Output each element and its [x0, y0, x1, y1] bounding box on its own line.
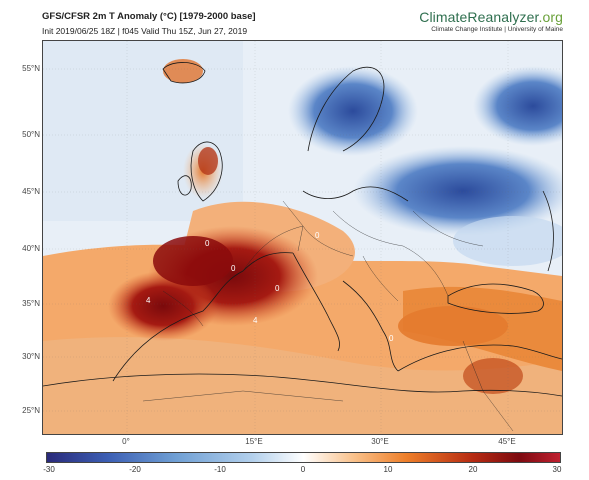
lat-label-30: 30°N — [22, 352, 40, 361]
brand-logo[interactable]: ClimateReanalyzer.org Climate Change Ins… — [419, 9, 563, 33]
map-subtitle: Init 2019/06/25 18Z | f045 Valid Thu 15Z… — [42, 26, 248, 36]
border-6 — [362, 255, 399, 302]
border-4 — [332, 210, 404, 247]
map-label: 0 — [315, 231, 320, 240]
coastlines — [43, 62, 562, 397]
coast-ireland — [177, 175, 192, 196]
coast-north-africa — [43, 373, 562, 397]
brand-name-main: ClimateReanalyzer — [419, 9, 539, 25]
coast-italy — [292, 252, 340, 352]
uk-hot — [198, 147, 218, 175]
brand-name: ClimateReanalyzer.org — [419, 9, 563, 25]
lat-label-50: 50°N — [22, 130, 40, 139]
border-10 — [462, 340, 514, 432]
colorbar-tick: -10 — [214, 465, 226, 474]
lon-label-15e: 15°E — [245, 437, 263, 446]
coast-scandinavia — [307, 66, 385, 152]
lon-label-30e: 30°E — [371, 437, 389, 446]
caspian-cool — [453, 216, 562, 266]
country-borders — [142, 200, 514, 432]
north-africa-warm — [43, 337, 562, 434]
border-2 — [302, 225, 354, 257]
brand-name-tld: .org — [538, 9, 563, 25]
iceland-warm — [163, 59, 203, 83]
coast-caspian — [542, 190, 554, 272]
map-label: 0 — [275, 284, 280, 293]
russia-cold — [353, 146, 562, 236]
lat-label-45: 45°N — [22, 187, 40, 196]
colorbar-tick: 20 — [468, 465, 478, 474]
colorbar — [46, 452, 561, 463]
map-label: 0 — [231, 264, 236, 273]
border-8 — [162, 290, 204, 327]
north-russia-cold — [473, 66, 562, 146]
map-label: 0 — [389, 334, 394, 343]
coast-baltic — [302, 186, 409, 202]
lon-label-45e: 45°E — [498, 437, 516, 446]
colorbar-tick: 30 — [552, 465, 562, 474]
border-1 — [242, 225, 304, 272]
levant-hot — [463, 358, 523, 394]
iberia-heat — [108, 271, 218, 341]
lat-label-25: 25°N — [22, 406, 40, 415]
lat-label-40: 40°N — [22, 244, 40, 253]
scandinavia-cold — [288, 66, 418, 156]
lat-label-55: 55°N — [22, 64, 40, 73]
coast-balkans — [342, 280, 399, 372]
colorbar-tick: 0 — [300, 465, 306, 474]
map-label: 4 — [253, 316, 258, 325]
border-3 — [282, 200, 304, 252]
border-9 — [142, 390, 344, 402]
anomaly-map[interactable]: 0 0 4 4 0 0 0 — [42, 40, 563, 435]
lon-label-0: 0° — [122, 437, 130, 446]
border-5 — [402, 245, 449, 297]
border-7 — [412, 210, 484, 247]
map-label: 0 — [205, 239, 210, 248]
coast-turkey — [397, 344, 562, 372]
anomaly-map-svg: 0 0 4 4 0 0 0 — [43, 41, 562, 434]
coast-iberia-france — [112, 252, 294, 382]
graticule — [43, 41, 562, 434]
colorbar-tick: -30 — [43, 465, 55, 474]
lat-label-35: 35°N — [22, 299, 40, 308]
brand-tagline: Climate Change Institute | University of… — [431, 26, 563, 33]
map-label: 4 — [146, 296, 151, 305]
coast-black-sea — [447, 283, 544, 314]
turkey-warm — [398, 306, 508, 346]
colorbar-tick: 10 — [383, 465, 393, 474]
map-title: GFS/CFSR 2m T Anomaly (°C) [1979-2000 ba… — [42, 11, 256, 22]
coast-iceland — [162, 62, 206, 84]
coast-uk — [190, 141, 223, 202]
colorbar-tick: -20 — [129, 465, 141, 474]
france-heat — [153, 236, 233, 286]
